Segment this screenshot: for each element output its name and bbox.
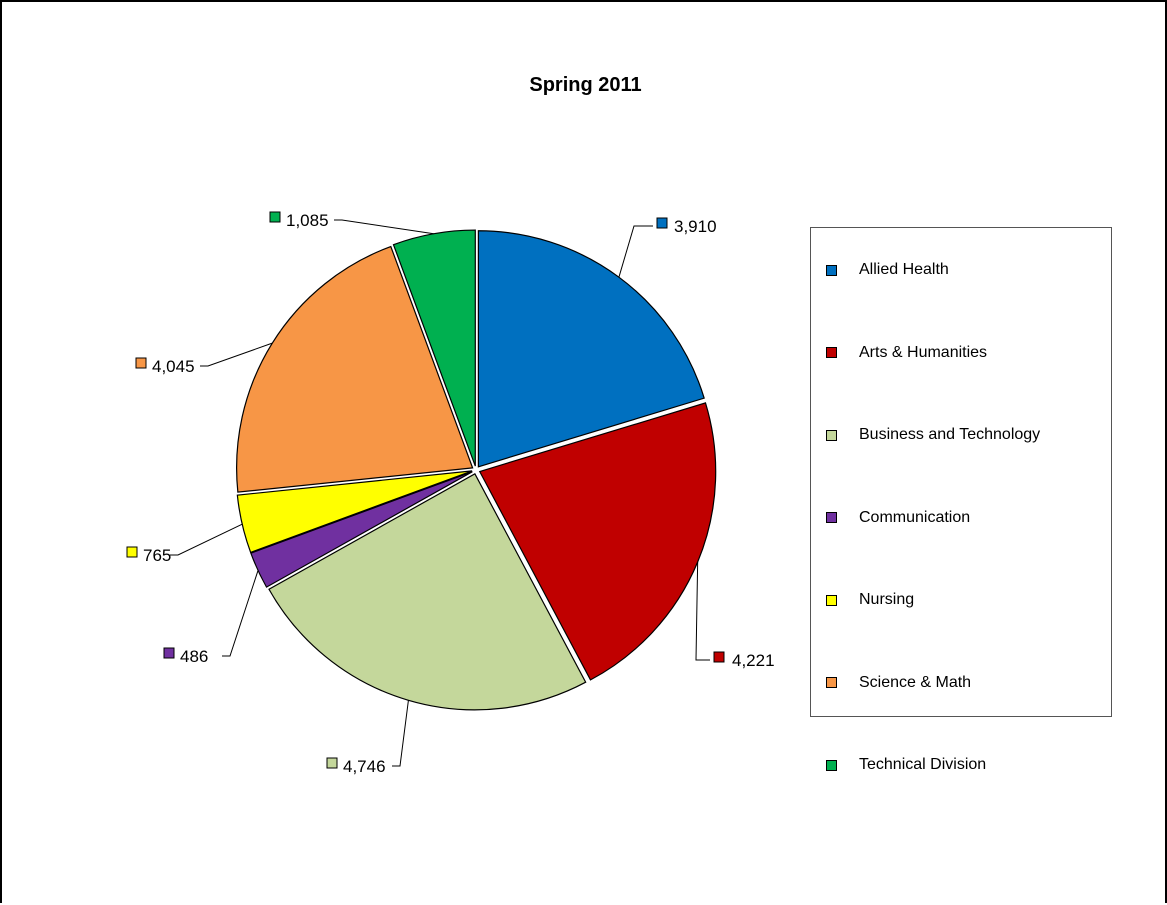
legend-label-business-and-technology: Business and Technology	[859, 426, 1041, 443]
pie-slice-science-and-math	[236, 245, 474, 493]
legend-swatch-nursing	[826, 594, 837, 606]
legend-item-arts-and-humanities: Arts & Humanities	[826, 343, 987, 363]
pie-slice-technical-division	[392, 229, 476, 467]
legend-label-science-and-math: Science & Math	[859, 673, 972, 691]
legend-item-nursing: Nursing	[826, 590, 914, 610]
legend-label-communication: Communication	[859, 508, 971, 526]
chart-legend: Allied Health Arts & Humanities Business a…	[810, 227, 1112, 773]
legend-item-communication: Communication	[826, 508, 970, 528]
legend-label-arts-and-humanities: Arts & Humanities	[859, 343, 988, 361]
data-label-allied-health: 3,910	[674, 217, 717, 236]
data-label-technical-division: 1,085	[286, 211, 329, 230]
legend-label-technical-division: Technical Division	[859, 756, 987, 773]
data-label-nursing: 765	[143, 546, 171, 565]
legend-item-science-and-math: Science & Math	[826, 673, 971, 693]
leader-line-arts-and-humanities	[695, 562, 710, 661]
data-label-business-and-technology: 4,746	[343, 757, 386, 776]
data-label-science-and-math: 4,045	[152, 357, 195, 376]
data-label-swatch-nursing	[126, 546, 138, 558]
leader-line-nursing	[170, 523, 243, 556]
legend-swatch-allied-health	[826, 264, 837, 276]
legend-item-technical-division: Technical Division	[826, 755, 986, 775]
legend-swatch-science-and-math	[826, 677, 837, 688]
legend-item-business-and-technology: Business and Technology	[826, 425, 1040, 445]
chart-title: Spring 2011	[529, 74, 642, 96]
legend-swatch-business-and-technology	[826, 429, 837, 441]
legend-label-allied-health: Allied Health	[859, 261, 949, 278]
legend-swatch-arts-and-humanities	[826, 347, 837, 358]
legend-item-allied-health: Allied Health	[826, 260, 949, 280]
leader-line-allied-health	[618, 225, 653, 278]
data-label-swatch-allied-health	[656, 217, 668, 229]
leader-line-communication	[222, 570, 259, 657]
leader-line-business-and-technology	[392, 700, 409, 767]
legend-swatch-technical-division	[826, 759, 837, 771]
data-label-swatch-communication	[163, 647, 175, 659]
leader-line-science-and-math	[200, 342, 273, 367]
data-label-arts-and-humanities: 4,221	[732, 651, 775, 670]
data-label-swatch-technical-division	[269, 211, 281, 223]
pie-slice-business-and-technology	[268, 473, 587, 711]
data-label-communication: 486	[180, 647, 208, 666]
data-label-swatch-science-and-math	[135, 357, 147, 369]
legend-swatch-communication	[826, 512, 837, 523]
leader-line-technical-division	[334, 219, 434, 235]
data-label-swatch-arts-and-humanities	[713, 651, 725, 663]
pie-slice-nursing	[236, 470, 473, 554]
data-label-swatch-business-and-technology	[326, 757, 338, 769]
legend-label-nursing: Nursing	[859, 591, 915, 608]
